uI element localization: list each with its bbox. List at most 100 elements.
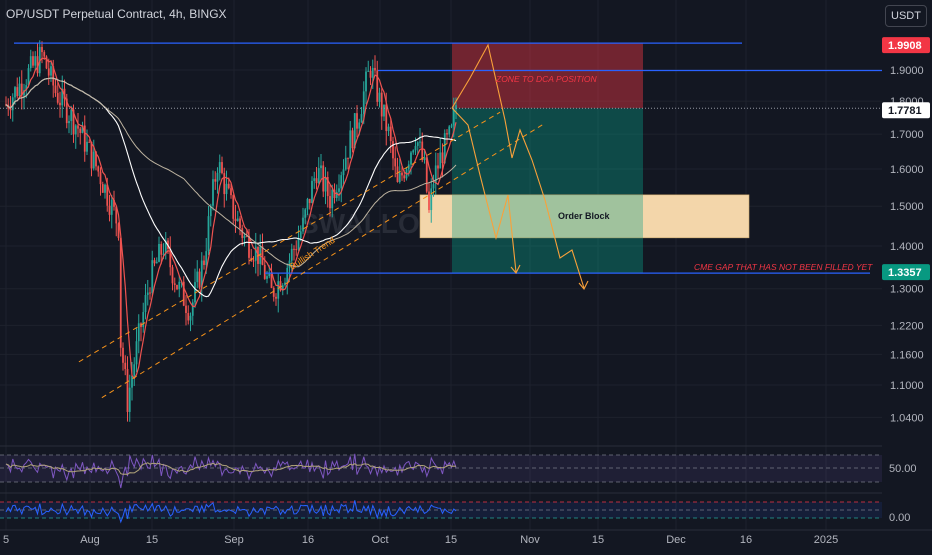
candle-body bbox=[407, 164, 410, 170]
candle-body bbox=[295, 249, 298, 251]
candle-body bbox=[313, 178, 316, 181]
candle-body bbox=[412, 150, 415, 153]
time-tick-label: 16 bbox=[740, 534, 752, 546]
candle-body bbox=[32, 56, 34, 66]
arrow-head-icon bbox=[578, 280, 589, 290]
candle-body bbox=[430, 188, 433, 211]
price-tick-label: 1.4000 bbox=[890, 241, 924, 253]
ma-slow-line bbox=[5, 77, 457, 268]
candle-body bbox=[302, 217, 304, 232]
candle-body bbox=[317, 168, 320, 184]
candle-body bbox=[268, 273, 271, 277]
candle-body bbox=[187, 313, 190, 321]
candle-body bbox=[63, 88, 66, 99]
candle-body bbox=[452, 109, 455, 126]
price-tick-label: 1.1000 bbox=[890, 380, 924, 392]
osc-axis-label: 0.00 bbox=[889, 512, 910, 524]
candle-body bbox=[398, 172, 401, 182]
candle-body bbox=[383, 104, 385, 117]
arrow-head-icon bbox=[510, 264, 521, 274]
candle-body bbox=[153, 260, 156, 264]
candle-body bbox=[347, 157, 349, 159]
price-tick-label: 1.3000 bbox=[890, 284, 924, 296]
candle-body bbox=[272, 287, 275, 297]
time-tick-label: 16 bbox=[302, 534, 314, 546]
candle-body bbox=[320, 165, 322, 169]
candle-body bbox=[351, 130, 354, 149]
candle-body bbox=[86, 141, 88, 152]
time-tick-label: 5 bbox=[3, 534, 9, 546]
price-badge-last: 1.7781 bbox=[888, 105, 922, 117]
candle-body bbox=[241, 228, 244, 238]
candle-body bbox=[151, 260, 154, 293]
candle-body bbox=[277, 281, 280, 299]
time-tick-label: Oct bbox=[371, 534, 388, 546]
candle-body bbox=[135, 341, 138, 365]
candle-body bbox=[99, 171, 102, 185]
candle-body bbox=[324, 176, 327, 192]
order-block-overlap bbox=[452, 194, 643, 238]
candle-body bbox=[385, 104, 388, 132]
candle-body bbox=[281, 285, 284, 291]
candle-body bbox=[387, 126, 390, 132]
candle-body bbox=[432, 184, 435, 189]
candle-body bbox=[401, 172, 403, 176]
candle-body bbox=[88, 141, 91, 143]
candle-body bbox=[92, 151, 95, 169]
candle-body bbox=[410, 152, 412, 165]
price-badge-bottom-bg bbox=[882, 264, 930, 281]
candle-body bbox=[315, 178, 318, 184]
candle-body bbox=[178, 281, 181, 290]
candle-body bbox=[119, 237, 122, 348]
candle-body bbox=[342, 169, 345, 176]
candle-body bbox=[290, 248, 293, 261]
candle-body bbox=[234, 218, 237, 222]
candle-body bbox=[137, 323, 140, 342]
candle-body bbox=[203, 260, 205, 265]
candle-body bbox=[162, 253, 165, 255]
order-block-zone bbox=[419, 194, 750, 239]
candle-body bbox=[212, 179, 214, 206]
price-tick-label: 1.6000 bbox=[890, 164, 924, 176]
candle-body bbox=[131, 375, 133, 388]
candle-body bbox=[115, 206, 118, 224]
candle-body bbox=[443, 133, 446, 164]
candle-body bbox=[16, 87, 19, 97]
time-axis[interactable]: 5 Aug 15 Sep 16 Oct 15 Nov 15 Dec 16 2025 bbox=[0, 529, 932, 546]
projection-path-secondary bbox=[451, 107, 517, 273]
candle-body bbox=[218, 162, 221, 173]
candle-body bbox=[104, 184, 106, 193]
currency-button[interactable]: USDT bbox=[885, 5, 927, 27]
candle-body bbox=[149, 292, 151, 294]
candle-body bbox=[18, 83, 21, 97]
candle-body bbox=[421, 141, 424, 161]
candle-body bbox=[207, 216, 210, 252]
candle-body bbox=[275, 296, 277, 299]
price-tick-label: 1.9000 bbox=[890, 65, 924, 77]
candle-body bbox=[286, 267, 289, 283]
candle-body bbox=[335, 191, 338, 198]
candle-body bbox=[90, 141, 93, 169]
time-tick-label: Dec bbox=[666, 534, 686, 546]
candle-body bbox=[41, 47, 43, 53]
candle-body bbox=[434, 165, 437, 185]
candle-body bbox=[209, 205, 212, 217]
candle-body bbox=[365, 71, 367, 92]
candle-body bbox=[101, 184, 104, 193]
candle-body bbox=[248, 235, 250, 258]
candle-body bbox=[142, 312, 145, 328]
candle-body bbox=[47, 68, 50, 76]
candle-body bbox=[113, 199, 115, 207]
candle-body bbox=[110, 199, 113, 215]
candle-body bbox=[43, 52, 46, 57]
candle-body bbox=[81, 125, 84, 133]
candle-body bbox=[29, 56, 32, 69]
candle-body bbox=[288, 260, 291, 268]
cme-gap-label: CME GAP THAT HAS NOT BEEN FILLED YET bbox=[694, 262, 873, 272]
candle-body bbox=[144, 294, 147, 313]
candle-body bbox=[362, 91, 365, 115]
candle-body bbox=[124, 362, 127, 370]
candle-body bbox=[56, 93, 59, 103]
